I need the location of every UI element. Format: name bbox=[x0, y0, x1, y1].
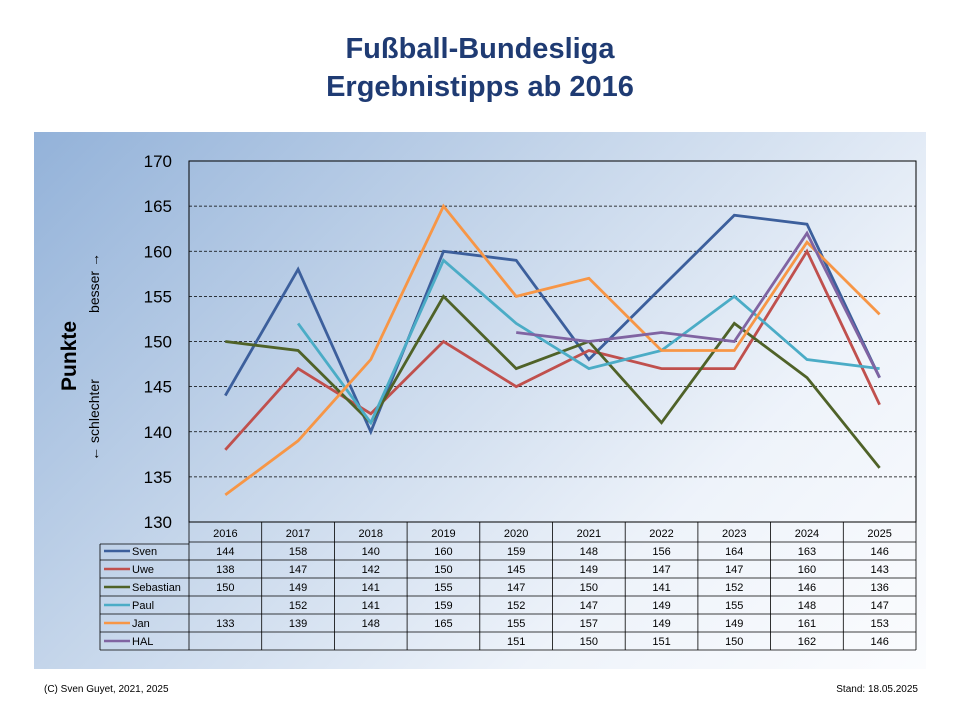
data-table-value: 139 bbox=[289, 618, 307, 630]
data-table-value: 164 bbox=[725, 546, 743, 558]
data-table-value: 146 bbox=[870, 636, 888, 648]
data-table-value: 150 bbox=[434, 564, 452, 576]
x-tick-label: 2017 bbox=[286, 528, 310, 540]
data-table-value: 149 bbox=[652, 618, 670, 630]
x-tick-label: 2025 bbox=[867, 528, 891, 540]
data-table-value: 148 bbox=[798, 600, 816, 612]
data-table-value: 150 bbox=[216, 582, 234, 594]
data-table-value: 156 bbox=[652, 546, 670, 558]
y-tick-label: 150 bbox=[144, 333, 172, 352]
data-table-value: 133 bbox=[216, 618, 234, 630]
x-tick-label: 2021 bbox=[577, 528, 601, 540]
series-line-sven bbox=[224, 213, 881, 436]
series-line-paul bbox=[296, 258, 880, 426]
legend-label-paul: Paul bbox=[132, 600, 154, 612]
data-table-value: 149 bbox=[289, 582, 307, 594]
x-tick-label: 2024 bbox=[795, 528, 819, 540]
data-table-value: 152 bbox=[725, 582, 743, 594]
data-table-value: 142 bbox=[362, 564, 380, 576]
data-table-value: 152 bbox=[289, 600, 307, 612]
data-table-value: 140 bbox=[362, 546, 380, 558]
y-tick-label: 135 bbox=[144, 468, 172, 487]
chart-title-line1: Fußball-Bundesliga bbox=[345, 33, 615, 65]
data-table-value: 143 bbox=[870, 564, 888, 576]
y-tick-label: 160 bbox=[144, 242, 172, 261]
data-table-value: 152 bbox=[507, 600, 525, 612]
series-line-hal bbox=[516, 230, 881, 379]
data-table-value: 149 bbox=[652, 600, 670, 612]
series-line-jan bbox=[224, 203, 881, 497]
data-table-value: 144 bbox=[216, 546, 234, 558]
data-table-value: 147 bbox=[289, 564, 307, 576]
data-table-value: 141 bbox=[652, 582, 670, 594]
data-table-value: 159 bbox=[434, 600, 452, 612]
data-table-value: 136 bbox=[870, 582, 888, 594]
legend-label-sebastian: Sebastian bbox=[132, 582, 181, 594]
data-table-value: 147 bbox=[507, 582, 525, 594]
legend-label-uwe: Uwe bbox=[132, 564, 154, 576]
x-tick-label: 2019 bbox=[431, 528, 455, 540]
data-table-value: 160 bbox=[434, 546, 452, 558]
legend-label-sven: Sven bbox=[132, 546, 157, 558]
legend-label-hal: HAL bbox=[132, 636, 153, 648]
data-table-value: 159 bbox=[507, 546, 525, 558]
data-table-value: 147 bbox=[870, 600, 888, 612]
series-line-sebastian bbox=[225, 294, 881, 469]
x-tick-label: 2023 bbox=[722, 528, 746, 540]
y-tick-label: 145 bbox=[144, 378, 172, 397]
data-table-value: 153 bbox=[870, 618, 888, 630]
data-table-value: 151 bbox=[652, 636, 670, 648]
data-table-value: 141 bbox=[362, 600, 380, 612]
data-table-value: 165 bbox=[434, 618, 452, 630]
y-tick-label: 155 bbox=[144, 287, 172, 306]
x-tick-label: 2018 bbox=[359, 528, 383, 540]
data-table-value: 162 bbox=[798, 636, 816, 648]
x-tick-label: 2022 bbox=[649, 528, 673, 540]
data-table-value: 160 bbox=[798, 564, 816, 576]
data-table-value: 163 bbox=[798, 546, 816, 558]
y-tick-label: 170 bbox=[144, 152, 172, 171]
y-axis-title: Punkte bbox=[58, 321, 81, 391]
y-axis-hint-better: besser → bbox=[86, 253, 102, 313]
data-table-value: 151 bbox=[507, 636, 525, 648]
data-table-value: 157 bbox=[580, 618, 598, 630]
data-table-value: 150 bbox=[580, 636, 598, 648]
data-table-value: 161 bbox=[798, 618, 816, 630]
data-table-value: 155 bbox=[507, 618, 525, 630]
status-date: Stand: 18.05.2025 bbox=[836, 684, 918, 695]
data-table-value: 150 bbox=[580, 582, 598, 594]
copyright-note: (C) Sven Guyet, 2021, 2025 bbox=[44, 684, 169, 695]
y-tick-label: 130 bbox=[144, 513, 172, 532]
data-table-value: 149 bbox=[580, 564, 598, 576]
data-table-value: 141 bbox=[362, 582, 380, 594]
y-axis-hint-worse: ← schlechter bbox=[86, 379, 102, 461]
data-table-value: 155 bbox=[725, 600, 743, 612]
data-table-value: 138 bbox=[216, 564, 234, 576]
chart-title-line2: Ergebnistipps ab 2016 bbox=[326, 71, 634, 103]
data-table-value: 148 bbox=[580, 546, 598, 558]
y-tick-label: 140 bbox=[144, 423, 172, 442]
y-tick-label: 165 bbox=[144, 197, 172, 216]
data-table-value: 148 bbox=[362, 618, 380, 630]
data-table-value: 149 bbox=[725, 618, 743, 630]
data-table-value: 158 bbox=[289, 546, 307, 558]
data-table-value: 147 bbox=[652, 564, 670, 576]
x-tick-label: 2016 bbox=[213, 528, 237, 540]
series-line-uwe bbox=[224, 248, 881, 451]
data-table-value: 146 bbox=[870, 546, 888, 558]
data-table-value: 150 bbox=[725, 636, 743, 648]
data-table-value: 145 bbox=[507, 564, 525, 576]
x-tick-label: 2020 bbox=[504, 528, 528, 540]
data-table-value: 147 bbox=[580, 600, 598, 612]
data-table-value: 146 bbox=[798, 582, 816, 594]
legend-label-jan: Jan bbox=[132, 618, 150, 630]
data-table-value: 147 bbox=[725, 564, 743, 576]
data-table-value: 155 bbox=[434, 582, 452, 594]
